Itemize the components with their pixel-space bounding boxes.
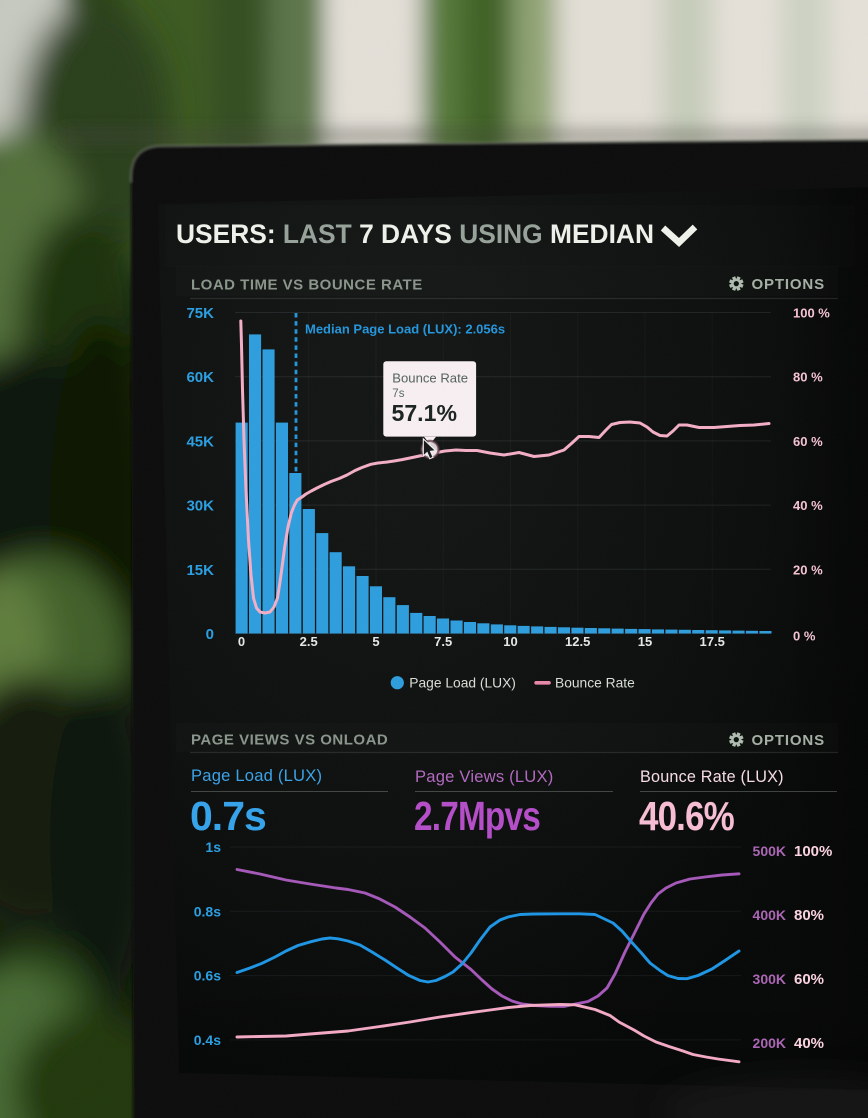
- svg-text:Page Views (LUX): Page Views (LUX): [415, 767, 553, 786]
- svg-text:10: 10: [503, 634, 517, 649]
- svg-text:7s: 7s: [392, 388, 404, 400]
- svg-text:15: 15: [638, 634, 652, 649]
- svg-text:30K: 30K: [186, 498, 214, 515]
- svg-text:Page Load (LUX): Page Load (LUX): [409, 676, 516, 691]
- svg-text:100 %: 100 %: [793, 306, 830, 321]
- svg-text:60K: 60K: [186, 369, 214, 386]
- svg-text:80%: 80%: [794, 907, 824, 924]
- svg-text:0 %: 0 %: [793, 629, 816, 644]
- svg-text:200K: 200K: [753, 1035, 786, 1051]
- svg-text:Median Page Load (LUX): 2.056s: Median Page Load (LUX): 2.056s: [305, 322, 505, 337]
- svg-text:500K: 500K: [753, 843, 786, 859]
- svg-text:57.1%: 57.1%: [392, 400, 457, 426]
- svg-text:Bounce Rate: Bounce Rate: [555, 676, 635, 691]
- svg-text:2.5: 2.5: [300, 634, 318, 649]
- svg-text:300K: 300K: [753, 971, 786, 987]
- svg-text:60%: 60%: [794, 971, 824, 988]
- svg-text:0.4s: 0.4s: [194, 1032, 221, 1048]
- svg-text:100%: 100%: [794, 843, 832, 860]
- svg-text:15K: 15K: [186, 562, 214, 579]
- svg-text:0: 0: [206, 626, 214, 643]
- svg-text:OPTIONS: OPTIONS: [752, 276, 825, 293]
- svg-text:0.8s: 0.8s: [194, 903, 221, 919]
- svg-text:OPTIONS: OPTIONS: [752, 732, 825, 749]
- svg-text:40%: 40%: [794, 1035, 824, 1052]
- svg-text:17.5: 17.5: [700, 634, 725, 649]
- svg-text:20 %: 20 %: [793, 562, 823, 577]
- svg-text:75K: 75K: [186, 305, 214, 322]
- svg-text:Bounce Rate: Bounce Rate: [392, 371, 468, 386]
- svg-text:7.5: 7.5: [434, 634, 452, 649]
- svg-text:1s: 1s: [205, 839, 221, 855]
- svg-text:Bounce Rate (LUX): Bounce Rate (LUX): [640, 768, 784, 786]
- svg-text:USERS: LAST 7 DAYS USING MEDIA: USERS: LAST 7 DAYS USING MEDIAN: [176, 219, 654, 249]
- svg-text:0.6s: 0.6s: [194, 968, 221, 984]
- svg-text:0.7s: 0.7s: [190, 793, 266, 839]
- svg-text:5: 5: [372, 634, 379, 649]
- svg-text:400K: 400K: [753, 907, 786, 923]
- svg-text:60 %: 60 %: [793, 434, 823, 449]
- svg-text:80 %: 80 %: [793, 370, 823, 385]
- svg-text:12.5: 12.5: [565, 634, 590, 649]
- svg-text:45K: 45K: [186, 433, 214, 450]
- svg-text:PAGE VIEWS VS ONLOAD: PAGE VIEWS VS ONLOAD: [191, 732, 388, 749]
- svg-text:2.7Mpvs: 2.7Mpvs: [414, 793, 540, 839]
- svg-text:Page Load (LUX): Page Load (LUX): [191, 766, 322, 785]
- svg-text:0: 0: [238, 634, 245, 649]
- svg-text:40 %: 40 %: [793, 498, 823, 513]
- svg-text:LOAD TIME VS BOUNCE RATE: LOAD TIME VS BOUNCE RATE: [191, 277, 423, 294]
- svg-text:40.6%: 40.6%: [639, 794, 734, 839]
